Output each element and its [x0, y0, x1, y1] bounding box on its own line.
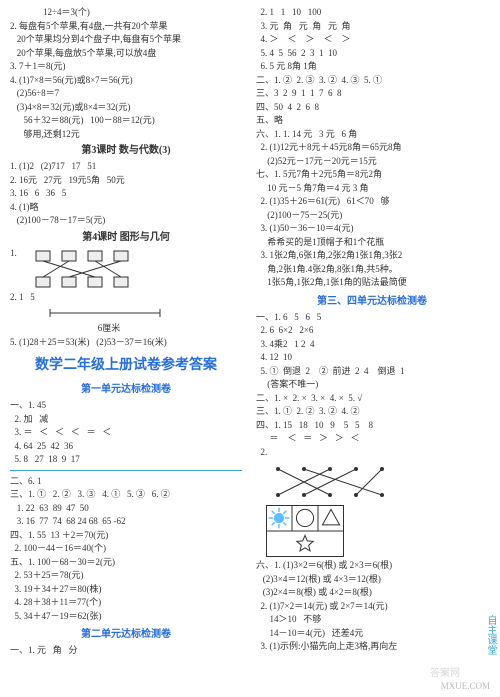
line: 2. 加 减	[10, 413, 242, 427]
line: 14－10＝4(元) 还差4元	[256, 627, 488, 641]
line: 四、1. 55 13 ＋2＝70(元)	[10, 529, 242, 543]
line: 20个苹果,每盘放5个苹果,可以放4盘	[10, 47, 242, 61]
line: 14＞10 不够	[256, 613, 488, 627]
subtitle-lesson4: 第4课时 图形与几何	[10, 230, 242, 245]
line: 一、1. 6 5 6 5	[256, 311, 488, 325]
line: 1. (1)2 (2)717 17 51	[10, 160, 242, 174]
line: 12÷4＝3(个)	[10, 6, 242, 20]
line: 六、1. 1. 14 元 3 元 6 角	[256, 128, 488, 142]
line: 3. (1)示例:小猫先向上走3格,再向左	[256, 640, 488, 654]
line: 2. 53＋25＝78(元)	[10, 569, 242, 583]
answer-title: 数学二年级上册试卷参考答案	[10, 355, 242, 376]
line: 2. (1)7×2＝14(元) 或 2×7＝14(元)	[256, 600, 488, 614]
line: 4. 64 25 42 36	[10, 440, 242, 454]
line: 2. 1 5	[10, 291, 242, 305]
line: 20个苹果均分到4个盘子中,每盘有5个苹果	[10, 33, 242, 47]
line: (3)4×8＝32(元)或8×4＝32(元)	[10, 101, 242, 115]
unit1-title: 第一单元达标检测卷	[10, 382, 242, 397]
line: 2.	[256, 446, 488, 460]
line: 2. 100－44－16＝40(个)	[10, 542, 242, 556]
line: (2)3×4＝12(根) 或 4×3＝12(根)	[256, 573, 488, 587]
line: 5. ① 倒退 2 ② 前进 2 4 倒退 1	[256, 365, 488, 379]
line: 3. 元 角 元 角 元 角	[256, 20, 488, 34]
line: 六、1. (1)3×2＝6(根) 或 2×3＝6(根)	[256, 559, 488, 573]
line: 56＋32＝88(元) 100－88＝12(元)	[10, 114, 242, 128]
line: (答案不唯一)	[256, 378, 488, 392]
separator	[10, 470, 242, 471]
line: 二、6. 1	[10, 475, 242, 489]
line: 2. (1)35＋26＝61(元) 61＜70 够	[256, 195, 488, 209]
line: 6. 5 元 8角 1角	[256, 60, 488, 74]
ruler-line	[20, 306, 180, 320]
line: 三、1. ① 2. ② 3. ③ 4. ① 5. ③ 6. ②	[10, 488, 242, 502]
line: 一、1. 元 角 分	[10, 644, 242, 658]
line: (2)56÷8＝7	[10, 87, 242, 101]
line: ＝ ＜ ＝ ＞ ＞ ＜	[256, 432, 488, 446]
line: 2. 16元 27元 19元5角 50元	[10, 174, 242, 188]
watermark-url: MXUE.COM	[441, 680, 490, 694]
subtitle-lesson3: 第3课时 数与代数(3)	[10, 143, 242, 158]
line: 3. 16 77 74 68 24 68 65 -62	[10, 515, 242, 529]
line: 五、略	[256, 114, 488, 128]
line: 4. (1)略	[10, 201, 242, 215]
line: 希希买的是1顶帽子和1个花瓶	[256, 236, 488, 250]
line: 4. (1)7×8＝56(元)或8×7＝56(元)	[10, 74, 242, 88]
line: (3)2×4＝8(根) 或 4×2＝8(根)	[256, 586, 488, 600]
line: 4. 12 10	[256, 351, 488, 365]
line: 二、1. × 2. × 3. × 4. × 5. √	[256, 392, 488, 406]
line: (2)100－75－25(元)	[256, 209, 488, 223]
line: 够用,还剩12元	[10, 128, 242, 142]
line: 2. (1)12元＋8元＋45元8角＝65元8角	[256, 141, 488, 155]
line: 5. (1)28＋25＝53(米) (2)53－37＝16(米)	[10, 336, 242, 350]
line: 3. 4乘2 1 2 4	[256, 338, 488, 352]
line: 4. ＞ ＜ ＞ ＜ ＞	[256, 33, 488, 47]
line: 3. (1)50－36－10＝4(元)	[256, 222, 488, 236]
line: (2)52元－17元－20元＝15元	[256, 155, 488, 169]
match-dots	[266, 461, 396, 503]
sidebar-label: 自主课堂	[481, 613, 500, 657]
line: 角,2张1角.4张2角,8张1角,共5种。	[256, 263, 488, 277]
shape-panel	[266, 505, 344, 557]
left-column: 12÷4＝3(个) 2. 每盘有5个苹果,有4盘,一共有20个苹果 20个苹果均…	[10, 6, 242, 658]
line: 二、1. ② 2. ③ 3. ② 4. ③ 5. ①	[256, 74, 488, 88]
line: 5. 34＋47－19＝62(张)	[10, 610, 242, 624]
label: 1.	[10, 247, 22, 291]
line: 四、1. 15 18 10 9 5 5 8	[256, 419, 488, 433]
line: 三、3 2 9 1 1 7 6 8	[256, 87, 488, 101]
line: 三、1. ① 2. ② 3. ② 4. ②	[256, 405, 488, 419]
line: 5. 8 27 18 9 17	[10, 453, 242, 467]
line: 4. 28＋38＋11＝77(个)	[10, 596, 242, 610]
line: 一、1. 45	[10, 399, 242, 413]
right-column: 2. 1 1 10 100 3. 元 角 元 角 元 角 4. ＞ ＜ ＞ ＜ …	[256, 6, 488, 658]
line: 5. 4 5 56 2 3 1 10	[256, 47, 488, 61]
line: 3. 1张2角,6张1角,2张2角1张1角,3张2	[256, 249, 488, 263]
line: 2. 6 6×2 2×6	[256, 324, 488, 338]
line: 10 元－5 角7角＝4 元 3 角	[256, 182, 488, 196]
unit2-title: 第二单元达标检测卷	[10, 627, 242, 642]
line: 2. 1 1 10 100	[256, 6, 488, 20]
line: 3. ＝ ＜ ＜ ＜ ＝ ＜	[10, 426, 242, 440]
line: 3. 19＋34＋27＝80(株)	[10, 583, 242, 597]
line: 6厘米	[10, 322, 242, 336]
line: 七、1. 5元7角＋2元5角＝8元2角	[256, 168, 488, 182]
matching-diagram	[32, 249, 152, 289]
line: (2)100－78－17＝5(元)	[10, 214, 242, 228]
line: 五、1. 100－68－30＝2(元)	[10, 556, 242, 570]
unit34-title: 第三、四单元达标检测卷	[256, 294, 488, 309]
line: 2. 每盘有5个苹果,有4盘,一共有20个苹果	[10, 20, 242, 34]
line: 四、50 4 2 6 8	[256, 101, 488, 115]
line: 3. 16 6 36 5	[10, 187, 242, 201]
line: 1张5角,1张2角,1张1角的贴法最简便	[256, 276, 488, 290]
line: 3. 7＋1＝8(元)	[10, 60, 242, 74]
line: 1. 22 63 89 47 50	[10, 502, 242, 516]
